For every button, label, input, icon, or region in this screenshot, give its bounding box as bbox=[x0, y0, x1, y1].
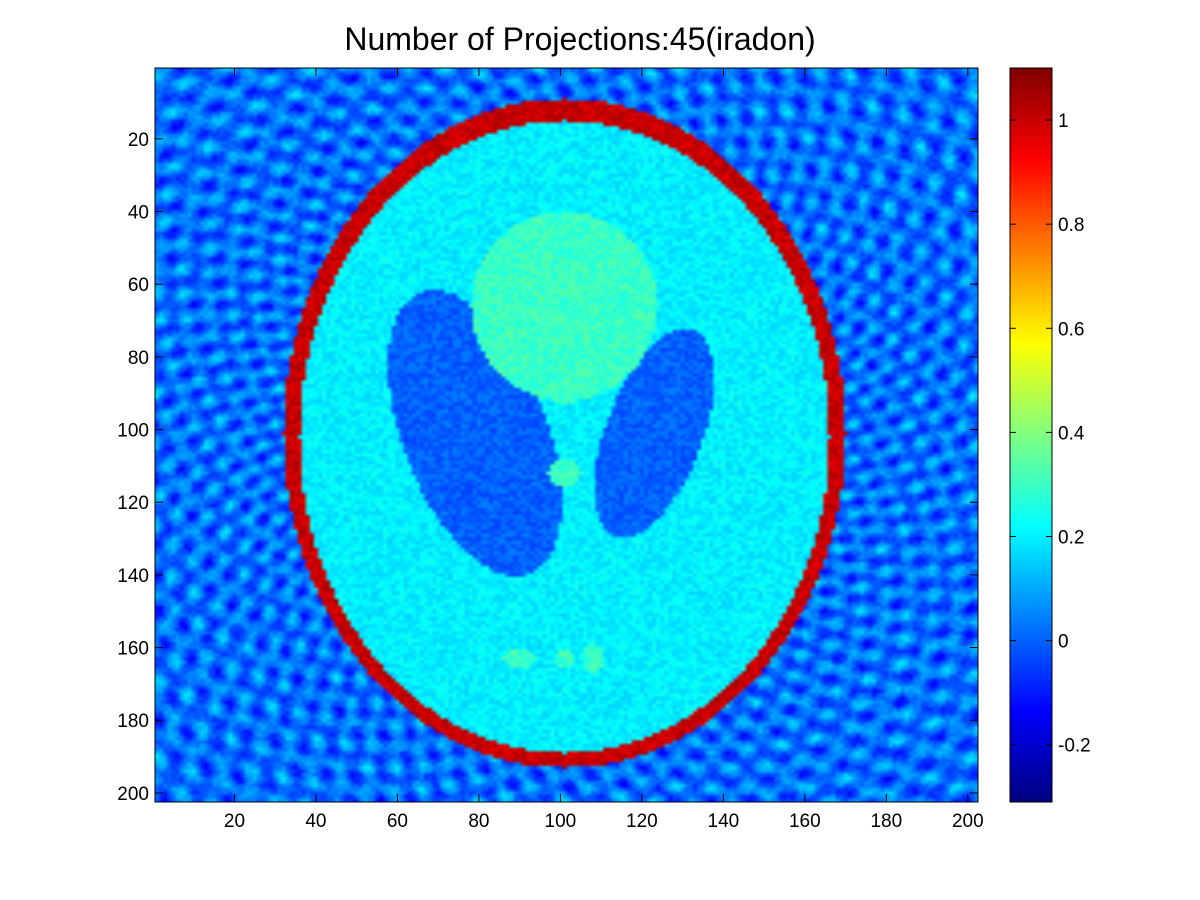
chart-title: Number of Projections:45(iradon) bbox=[344, 21, 815, 57]
colorbar-tick-label: 0.8 bbox=[1058, 215, 1084, 236]
x-tick-label: 40 bbox=[305, 811, 326, 832]
x-tick-label: 100 bbox=[545, 811, 577, 832]
x-tick-label: 180 bbox=[870, 811, 902, 832]
colorbar-frame bbox=[1009, 67, 1053, 803]
x-tick-label: 160 bbox=[789, 811, 821, 832]
x-tick-label: 140 bbox=[708, 811, 740, 832]
y-tick-label: 60 bbox=[128, 275, 149, 296]
y-axis: 20 40 60 80 100 120 140 160 180 200 bbox=[117, 130, 978, 805]
y-tick-label: 40 bbox=[128, 203, 149, 224]
colorbar bbox=[1010, 68, 1052, 802]
x-axis: 20 40 60 80 100 120 140 160 180 200 bbox=[224, 68, 984, 832]
y-tick-label: 160 bbox=[117, 639, 149, 660]
y-tick-label: 140 bbox=[117, 566, 149, 587]
plot-frame bbox=[154, 67, 979, 803]
x-tick-label: 60 bbox=[387, 811, 408, 832]
y-tick-label: 180 bbox=[117, 711, 149, 732]
heatmap-canvas bbox=[155, 68, 978, 802]
x-tick-label: 20 bbox=[224, 811, 245, 832]
colorbar-axis: -0.2 0 0.2 0.4 0.6 0.8 1 bbox=[1010, 111, 1091, 757]
y-tick-label: 80 bbox=[128, 348, 149, 369]
colorbar-tick-label: 0.4 bbox=[1058, 423, 1085, 444]
x-tick-label: 200 bbox=[952, 811, 984, 832]
colorbar-tick-label: 0.6 bbox=[1058, 319, 1084, 340]
colorbar-tick-label: 0 bbox=[1058, 632, 1069, 653]
y-tick-label: 120 bbox=[117, 493, 149, 514]
x-tick-label: 120 bbox=[626, 811, 658, 832]
heatmap-image bbox=[155, 68, 978, 802]
y-tick-label: 200 bbox=[117, 784, 149, 805]
colorbar-tick-label: 0.2 bbox=[1058, 528, 1084, 549]
colorbar-tick-label: 1 bbox=[1058, 111, 1069, 132]
y-tick-label: 20 bbox=[128, 130, 149, 151]
colorbar-tick-label: -0.2 bbox=[1058, 736, 1091, 757]
x-tick-label: 80 bbox=[468, 811, 489, 832]
y-tick-label: 100 bbox=[117, 421, 149, 442]
